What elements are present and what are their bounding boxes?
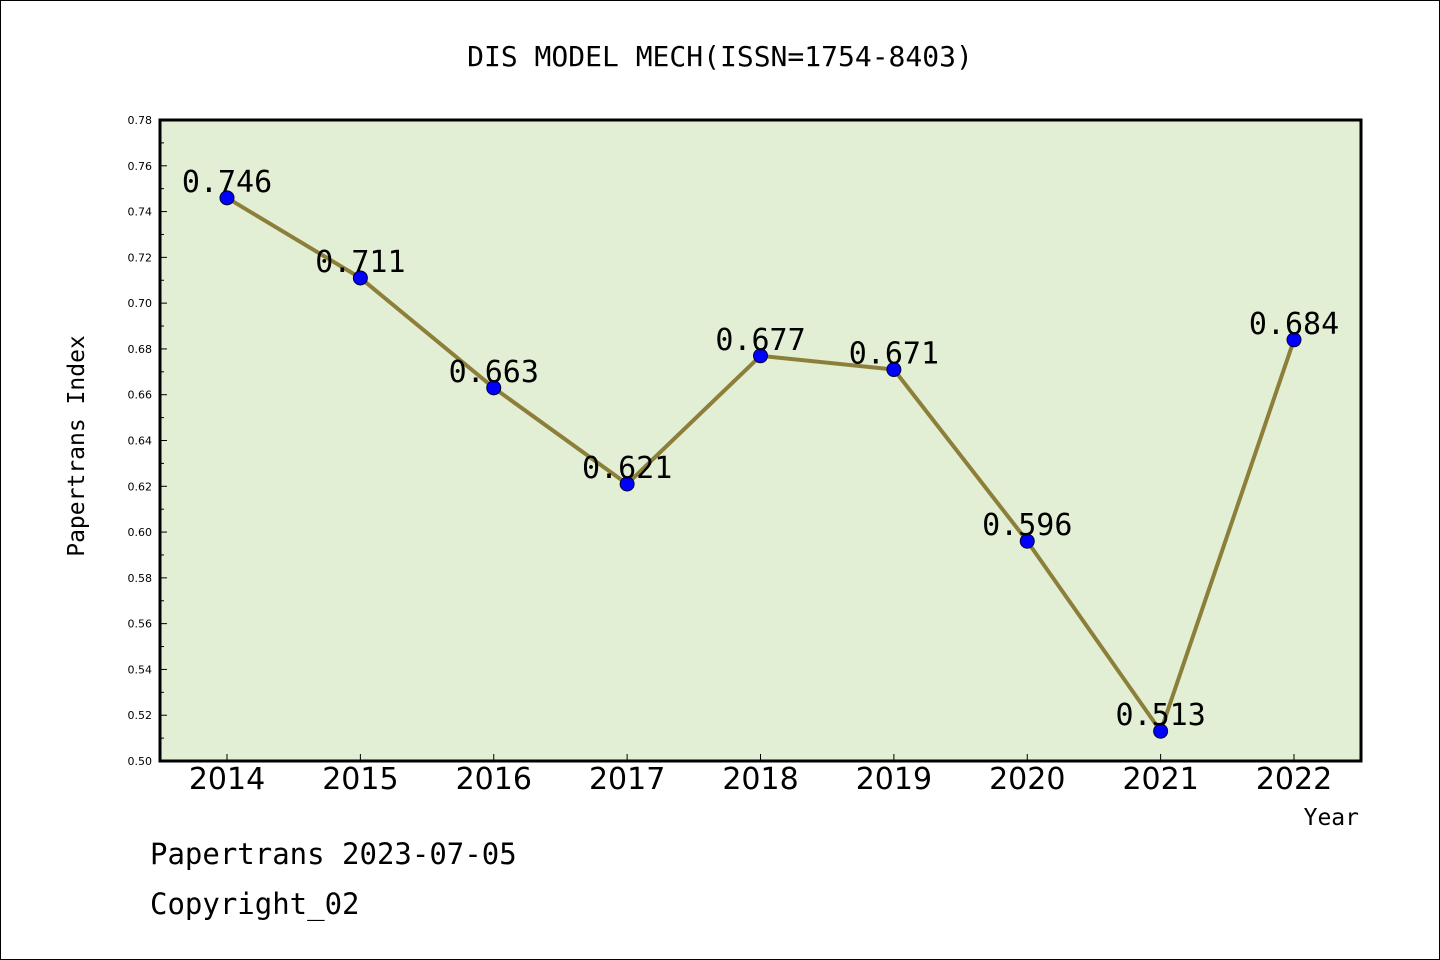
y-tick-label: 0.60 <box>128 526 153 539</box>
y-tick-label: 0.52 <box>128 709 153 722</box>
x-axis-label: Year <box>1304 805 1359 831</box>
data-label: 0.663 <box>449 355 539 390</box>
x-tick-label: 2014 <box>189 762 265 797</box>
x-tick-label: 2017 <box>589 762 665 797</box>
data-label: 0.677 <box>715 323 805 358</box>
chart-title: DIS MODEL MECH(ISSN=1754-8403) <box>467 40 973 73</box>
data-label: 0.621 <box>582 451 672 486</box>
marker-group <box>219 190 1302 739</box>
data-label-group: 0.746 0.711 0.663 0.621 0.677 0.671 0.596 0.513… <box>182 165 1339 733</box>
y-tick-label: 0.62 <box>128 480 153 493</box>
y-axis-label: Papertrans Index <box>64 335 90 557</box>
data-point <box>619 476 635 492</box>
data-label: 0.684 <box>1249 307 1339 342</box>
x-axis: 2014 2015 2016 2017 2018 2019 2020 2021 2022 <box>189 754 1332 797</box>
data-label: 0.746 <box>182 165 272 200</box>
footer-date: Papertrans 2023-07-05 <box>150 837 517 871</box>
y-tick-label: 0.74 <box>128 206 153 219</box>
data-label: 0.596 <box>982 508 1072 543</box>
data-label: 0.513 <box>1115 698 1205 733</box>
plot-area <box>158 118 1363 763</box>
y-tick-label: 0.70 <box>128 297 153 310</box>
y-tick-label: 0.50 <box>128 755 153 768</box>
y-tick-label: 0.56 <box>128 618 153 631</box>
x-tick-label: 2020 <box>989 762 1065 797</box>
data-point <box>753 348 768 364</box>
y-tick-label: 0.64 <box>128 435 153 448</box>
data-label: 0.671 <box>849 337 939 372</box>
y-tick-label: 0.58 <box>128 572 153 585</box>
data-point <box>886 362 902 378</box>
footer-copyright: Copyright_02 <box>150 887 360 922</box>
data-point <box>1286 332 1302 348</box>
y-tick-label: 0.54 <box>128 663 153 676</box>
y-tick-label: 0.68 <box>128 343 153 356</box>
data-point <box>352 270 368 286</box>
x-tick-label: 2019 <box>856 762 932 797</box>
data-point <box>219 190 235 206</box>
x-tick-label: 2015 <box>322 762 398 797</box>
x-tick-label: 2022 <box>1256 762 1332 797</box>
y-tick-label: 0.78 <box>128 114 153 127</box>
y-tick-label: 0.72 <box>128 251 153 264</box>
data-label: 0.711 <box>315 245 405 280</box>
y-tick-label: 0.76 <box>128 160 153 173</box>
x-tick-label: 2018 <box>722 762 798 797</box>
y-tick-label: 0.66 <box>128 389 153 402</box>
data-point <box>486 380 502 396</box>
x-tick-label: 2016 <box>456 762 532 797</box>
x-tick-label: 2021 <box>1122 762 1198 797</box>
data-point <box>1153 723 1169 739</box>
data-point <box>1019 533 1035 549</box>
y-axis: 0.50 0.52 0.54 0.56 0.58 0.60 0.62 0.64 0.66 0.68… <box>128 114 167 768</box>
